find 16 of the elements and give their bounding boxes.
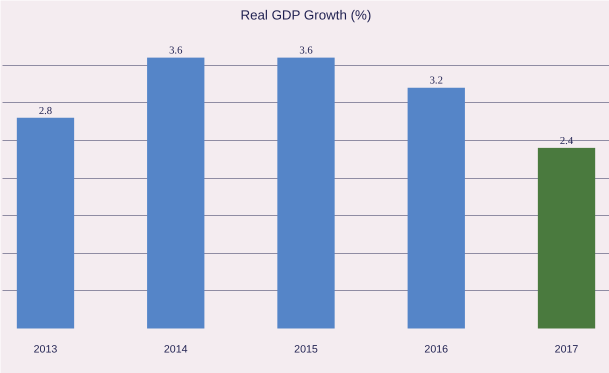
bar [147, 58, 204, 328]
x-tick-label: 2017 [554, 344, 578, 356]
x-tick-label: 2015 [294, 344, 318, 356]
x-tick-label: 2013 [34, 344, 58, 356]
data-label: 2.8 [38, 106, 52, 117]
chart-title: Real GDP Growth (%) [240, 8, 372, 22]
x-tick-label: 2014 [164, 344, 188, 356]
data-label: 3.6 [299, 46, 314, 57]
bar [16, 118, 74, 328]
data-label: 2.4 [560, 136, 574, 147]
data-label: 3.2 [430, 76, 443, 87]
bar [277, 58, 335, 328]
bar [408, 88, 465, 328]
data-label: 3.6 [169, 46, 184, 57]
x-tick-label: 2016 [424, 344, 448, 356]
bar [538, 148, 596, 328]
